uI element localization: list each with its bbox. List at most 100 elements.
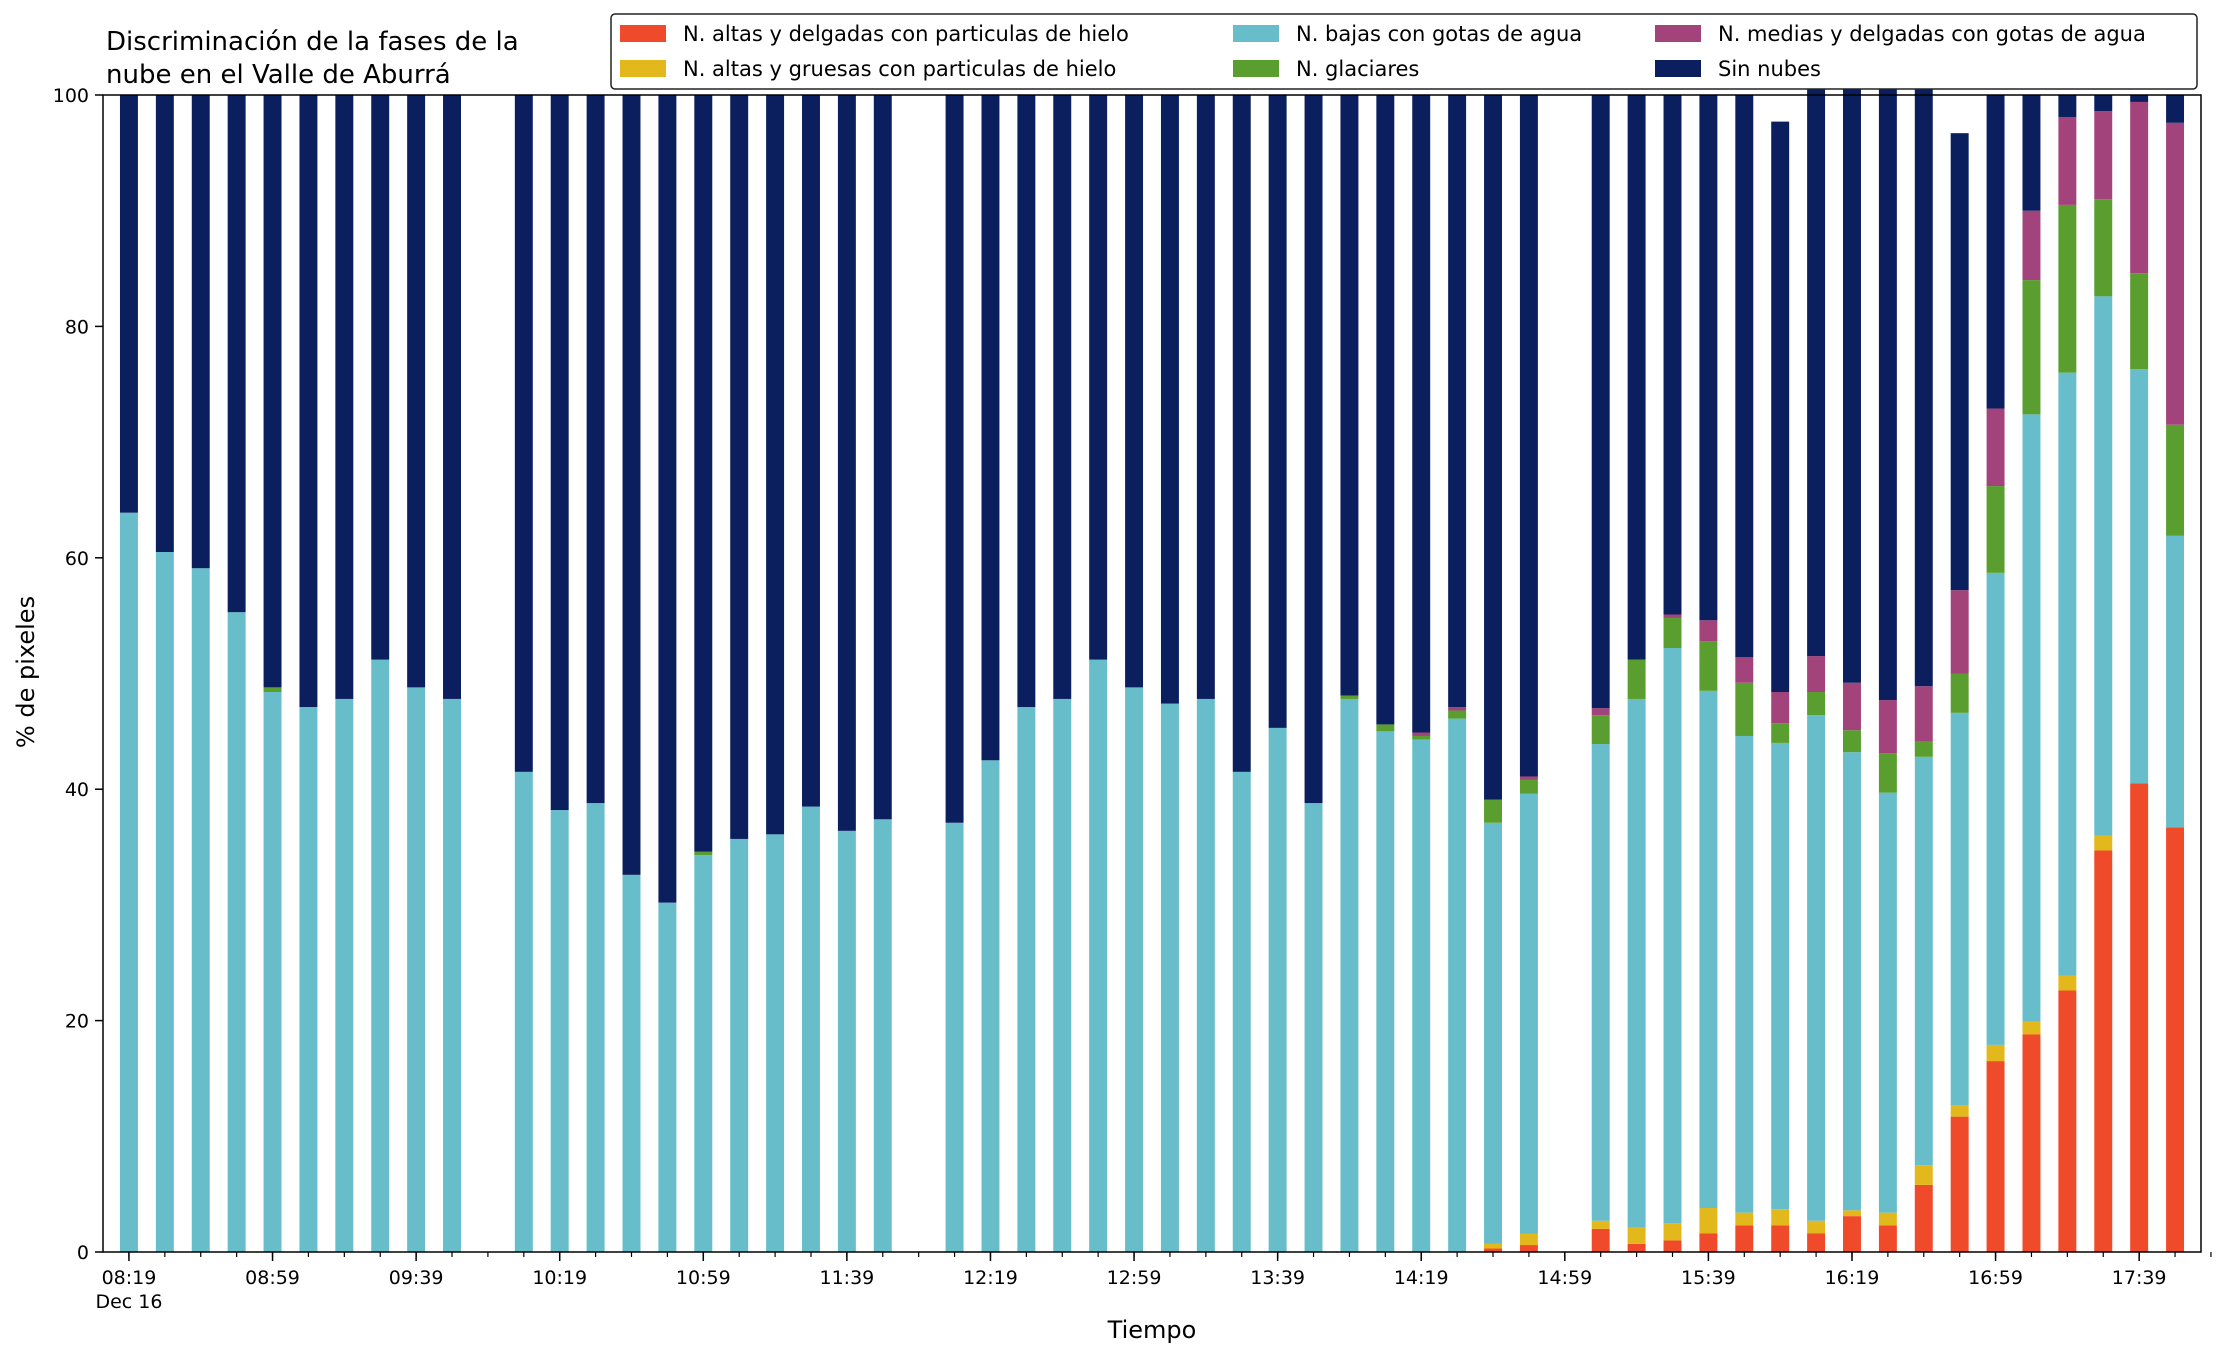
bar-segment <box>2130 783 2149 1252</box>
bar-segment <box>1448 710 1467 719</box>
bar-segment <box>1807 60 1826 657</box>
bar-segment <box>1448 707 1467 711</box>
bar-segment <box>119 512 138 1252</box>
bar-segment <box>658 902 677 1252</box>
bar-segment <box>1843 752 1861 1211</box>
bar-segment <box>2094 835 2113 851</box>
bar-segment <box>1878 1212 1897 1226</box>
chart-title: Discriminación de la fases de la nube en… <box>106 27 519 90</box>
bar-segment <box>2130 273 2149 370</box>
bar-segment <box>1771 121 1790 693</box>
bar-segment <box>873 819 892 1252</box>
bar-segment <box>2022 95 2041 211</box>
bar-segment <box>1843 682 1861 731</box>
bar-segment <box>1484 1243 1502 1249</box>
bar-segment <box>155 552 174 1252</box>
bar-segment <box>1160 95 1179 704</box>
bar-segment <box>2130 95 2149 102</box>
bar-segment <box>335 698 354 1252</box>
bar-segment <box>1914 686 1933 742</box>
bar-segment <box>1986 486 2005 573</box>
bar-segment <box>1735 682 1754 736</box>
bar-segment <box>1448 718 1467 1252</box>
bar-segment <box>1950 712 1969 1106</box>
bar-segment <box>1412 732 1431 736</box>
bar-segment <box>1089 95 1108 660</box>
bar-segment <box>1986 408 2005 487</box>
x-tick-label: 10:59 <box>676 1267 731 1289</box>
legend-item: Sin nubes <box>1718 57 1821 81</box>
bar-segment <box>1627 1243 1646 1252</box>
bar-segment <box>227 95 246 613</box>
x-tick-label: 08:59 <box>245 1267 300 1289</box>
bar-segment <box>1914 1184 1933 1252</box>
bar-segment <box>1663 1223 1682 1241</box>
bar-segment <box>694 855 713 1252</box>
bar-segment <box>2166 95 2185 123</box>
bar-segment <box>1807 1220 1826 1234</box>
y-tick-label: 0 <box>77 1242 89 1264</box>
chart-title-line-1: Discriminación de la fases de la <box>106 27 519 57</box>
bar-segment <box>1699 690 1718 1209</box>
bar-segment <box>1950 1105 1969 1117</box>
bar-segment <box>1878 83 1897 701</box>
bar-segment <box>1663 1240 1682 1252</box>
bar-segment <box>1735 1212 1754 1226</box>
bar-segment <box>1376 95 1395 725</box>
bar-segment <box>1735 735 1754 1213</box>
bar-segment <box>514 771 533 1252</box>
bar-segment <box>1914 82 1933 687</box>
bar-segment <box>1484 95 1502 800</box>
bar-segment <box>1591 708 1610 716</box>
bar-segment <box>945 95 964 823</box>
x-tick-label: 10:19 <box>532 1267 587 1289</box>
bar-segment <box>191 95 210 569</box>
bar-segment <box>1699 1208 1718 1234</box>
bar-segment <box>1591 715 1610 745</box>
bar-segment <box>371 659 390 1252</box>
bar-segment <box>155 95 174 553</box>
bar-segment <box>730 95 749 839</box>
bar-segment <box>730 838 749 1252</box>
bar-segment <box>550 95 569 811</box>
bar-segment <box>191 568 210 1252</box>
x-tick-label: 11:39 <box>819 1267 874 1289</box>
bar-segment <box>1268 95 1287 728</box>
bar-segment <box>766 834 785 1252</box>
bar-segment <box>299 707 318 1252</box>
bar-segment <box>2022 280 2041 415</box>
bar-segment <box>1663 617 1682 649</box>
bar-segment <box>1232 95 1251 772</box>
bar-segment <box>2058 975 2077 991</box>
bar-segment <box>1591 95 1610 709</box>
bar-segment <box>371 95 390 660</box>
bar-segment <box>1771 1225 1790 1252</box>
x-tick-label: 16:19 <box>1825 1267 1880 1289</box>
legend-swatch <box>1655 25 1701 42</box>
bar-segment <box>766 95 785 835</box>
bar-segment <box>1484 1248 1502 1252</box>
bar-segment <box>1591 1228 1610 1252</box>
y-tick-label: 100 <box>53 85 89 107</box>
bar-segment <box>1053 95 1072 699</box>
bar-segment <box>2058 372 2077 976</box>
bar-segment <box>802 95 820 807</box>
bar-segment <box>1519 95 1538 777</box>
bar-segment <box>514 95 533 772</box>
bar-segment <box>1986 95 2005 409</box>
bar-segment <box>1412 735 1431 740</box>
bar-segment <box>1484 822 1502 1244</box>
bar-segment <box>1591 744 1610 1221</box>
bar-segment <box>1914 756 1933 1166</box>
bar-segment <box>1196 698 1215 1252</box>
bar-segment <box>2130 369 2149 784</box>
bar-segment <box>1986 572 2005 1045</box>
bar-segment <box>586 95 605 804</box>
bar-segment <box>2166 424 2185 536</box>
bar-segment <box>1160 703 1179 1252</box>
bar-segment <box>2022 1021 2041 1035</box>
bar-segment <box>263 95 282 688</box>
legend-frame <box>610 13 2198 90</box>
bar-segment <box>1304 95 1323 804</box>
bar-segment <box>1735 1225 1754 1252</box>
